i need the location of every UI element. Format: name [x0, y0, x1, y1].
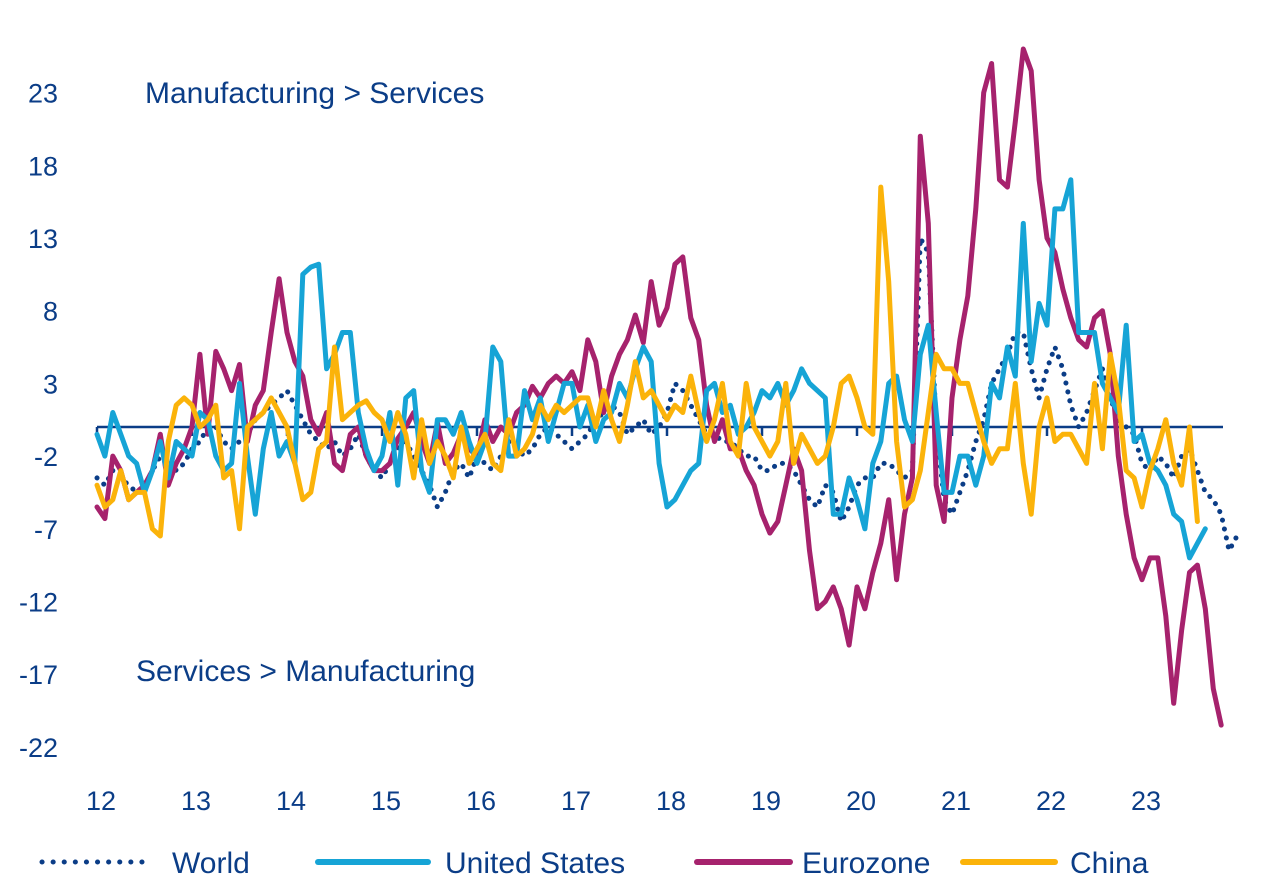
x-tick-label: 12 — [86, 786, 116, 816]
legend-label: United States — [445, 847, 625, 880]
legend-label: World — [172, 847, 250, 880]
y-tick-label: -17 — [19, 660, 58, 690]
legend: World United States Eurozone China — [39, 847, 1149, 880]
x-tick-label: 15 — [371, 786, 401, 816]
y-tick-label: 18 — [28, 151, 58, 181]
x-tick-label: 17 — [561, 786, 591, 816]
y-tick-label: 23 — [28, 79, 58, 109]
x-tick-label: 14 — [276, 786, 306, 816]
legend-item-china: China — [960, 847, 1149, 880]
x-tick-label: 19 — [751, 786, 781, 816]
series-layer — [94, 46, 1240, 728]
y-axis: 23 18 13 8 3 -2 -7 -12 -17 -22 — [19, 79, 58, 763]
annotation-services-gt-manufacturing: Services > Manufacturing — [136, 655, 475, 688]
legend-item-world: World — [39, 847, 250, 880]
y-tick-label: -12 — [19, 587, 58, 617]
legend-label: Eurozone — [802, 847, 930, 880]
series-line-china — [94, 184, 1200, 539]
legend-item-eurozone: Eurozone — [694, 847, 930, 880]
y-tick-label: -7 — [34, 515, 58, 545]
y-tick-label: 3 — [43, 369, 58, 399]
legend-label: China — [1070, 847, 1149, 880]
legend-item-united-states: United States — [315, 847, 625, 880]
series-line-united-states — [94, 177, 1208, 561]
x-tick-label: 23 — [1131, 786, 1161, 816]
x-tick-label: 20 — [846, 786, 876, 816]
x-tick-label: 18 — [656, 786, 686, 816]
x-axis: 12 13 14 15 16 17 18 19 20 21 22 23 — [86, 786, 1161, 816]
y-tick-label: 8 — [43, 297, 58, 327]
series-line-eurozone — [94, 46, 1224, 728]
annotation-manufacturing-gt-services: Manufacturing > Services — [145, 77, 484, 110]
y-tick-label: -22 — [19, 733, 58, 763]
y-tick-label: 13 — [28, 224, 58, 254]
x-tick-label: 16 — [466, 786, 496, 816]
x-tick-label: 22 — [1036, 786, 1066, 816]
x-tick-label: 21 — [941, 786, 971, 816]
series-line-world — [94, 235, 1240, 554]
x-tick-label: 13 — [181, 786, 211, 816]
y-tick-label: -2 — [34, 442, 58, 472]
